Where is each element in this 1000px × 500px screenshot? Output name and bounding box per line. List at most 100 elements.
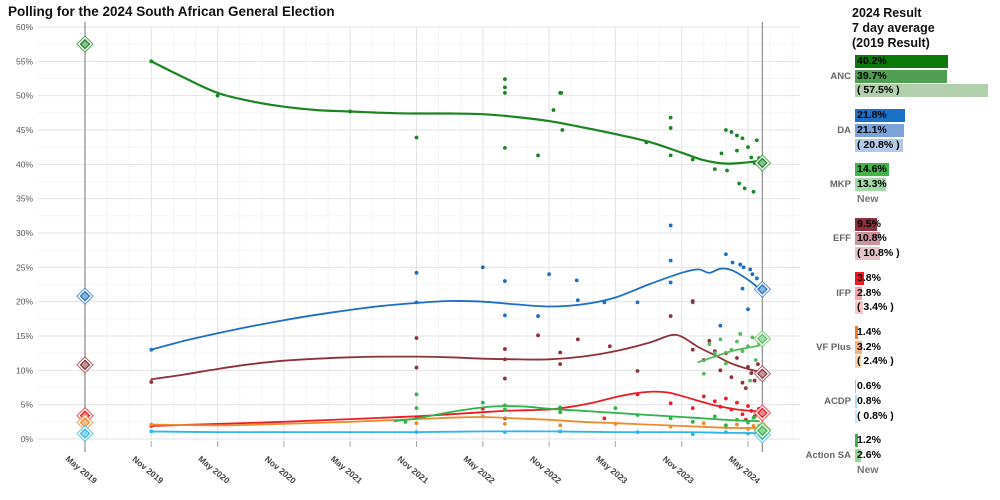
poll-point xyxy=(668,401,673,406)
poll-point xyxy=(752,378,757,383)
poll-point xyxy=(712,414,717,419)
poll-point xyxy=(750,272,755,277)
poll-point xyxy=(740,349,745,354)
y-tick-label: 10% xyxy=(16,365,33,375)
x-tick-label: Nov 2023 xyxy=(661,454,696,486)
poll-point xyxy=(690,157,695,162)
poll-point xyxy=(414,300,419,305)
trend-line xyxy=(150,390,760,427)
poll-point xyxy=(503,313,507,318)
chart-grid xyxy=(38,26,800,440)
trend-line xyxy=(150,333,760,381)
poll-point xyxy=(712,167,717,172)
trend-line xyxy=(697,344,760,363)
poll-point xyxy=(575,337,580,342)
poll-point xyxy=(738,332,743,336)
poll-point xyxy=(602,416,607,421)
poll-point xyxy=(746,344,750,349)
result-diamond-inner xyxy=(79,428,91,439)
legend-bar xyxy=(855,84,988,98)
series-action-sa xyxy=(393,392,761,428)
legend-bar xyxy=(855,394,857,408)
poll-point xyxy=(414,336,419,340)
legend-value: 0.6% xyxy=(857,380,881,393)
result-diamond-inner xyxy=(757,157,768,169)
poll-point xyxy=(635,392,640,397)
series-eff xyxy=(149,299,760,391)
poll-point xyxy=(749,408,754,413)
legend-bar xyxy=(855,301,863,315)
poll-point xyxy=(718,368,723,373)
poll-point xyxy=(149,347,154,352)
legend-bar xyxy=(855,123,904,137)
poll-point xyxy=(748,267,753,272)
poll-point xyxy=(559,91,564,95)
poll-point xyxy=(718,323,723,328)
poll-point xyxy=(749,371,754,375)
results-2024-diamonds xyxy=(753,154,772,444)
legend-value: ( 20.8% ) xyxy=(857,138,900,151)
y-tick-label: 45% xyxy=(16,125,33,135)
poll-point xyxy=(558,423,563,428)
legend-bar xyxy=(855,69,947,83)
legend-bar xyxy=(855,55,948,68)
poll-point xyxy=(414,270,419,275)
poll-point xyxy=(668,280,673,285)
poll-point xyxy=(707,338,712,343)
poll-point xyxy=(503,376,507,381)
legend-bar xyxy=(855,409,857,423)
poll-point xyxy=(690,432,695,437)
poll-point xyxy=(668,115,673,120)
legend-value: 2.8% xyxy=(857,286,881,299)
legend-bar xyxy=(855,163,889,177)
poll-point xyxy=(644,140,649,145)
poll-point xyxy=(558,405,563,410)
legend-value: 2.6% xyxy=(857,449,881,462)
poll-point xyxy=(414,392,419,397)
x-tick-label: May 2022 xyxy=(462,454,498,486)
poll-point xyxy=(503,421,507,426)
poll-point xyxy=(668,126,673,130)
legend-bar xyxy=(855,271,864,285)
x-axis-labels: May 2019 Nov 2019 May 2020 Nov 2020 May 2021… xyxy=(64,441,762,486)
poll-point xyxy=(536,333,540,338)
poll-point xyxy=(753,358,758,362)
legend-value: 14.6% xyxy=(857,163,887,176)
legend-value: 0.8% xyxy=(857,394,881,407)
poll-point xyxy=(751,424,756,428)
poll-point xyxy=(503,430,507,435)
poll-point xyxy=(215,93,220,98)
poll-point xyxy=(724,361,728,366)
poll-point xyxy=(749,155,754,160)
poll-point xyxy=(735,356,739,360)
poll-point xyxy=(735,400,739,405)
poll-point xyxy=(729,347,734,352)
x-tick-label: May 2020 xyxy=(196,454,232,486)
polling-chart: 0% 5% 10% 15% 20% 25% 30% 35% 40% 45% 50% 55% 60% May… xyxy=(16,22,800,486)
poll-point xyxy=(668,258,673,263)
poll-point xyxy=(414,430,419,435)
legend-bar xyxy=(855,247,880,260)
legend-party-label-mkp: MKP xyxy=(829,179,851,191)
poll-point xyxy=(480,265,485,270)
poll-point xyxy=(690,347,695,352)
poll-point xyxy=(690,406,695,410)
legend-value: New xyxy=(857,463,879,476)
poll-point xyxy=(719,151,724,156)
poll-point xyxy=(735,417,739,422)
series-acdp xyxy=(149,429,761,437)
poll-point xyxy=(701,394,706,399)
poll-point xyxy=(746,307,750,312)
poll-point xyxy=(536,153,540,158)
x-tick-label: May 2019 xyxy=(64,454,100,486)
x-tick-label: Nov 2019 xyxy=(130,454,165,486)
poll-point xyxy=(751,415,756,420)
legend-header-line-1: 2024 Result xyxy=(852,6,922,20)
legend-header: 2024 Result 7 day average (2019 Result) xyxy=(852,6,935,51)
poll-point xyxy=(536,314,540,318)
poll-point xyxy=(635,369,640,373)
legend-value: 21.8% xyxy=(857,109,887,122)
poll-point xyxy=(725,168,729,173)
x-tick-label: Nov 2022 xyxy=(528,454,563,486)
